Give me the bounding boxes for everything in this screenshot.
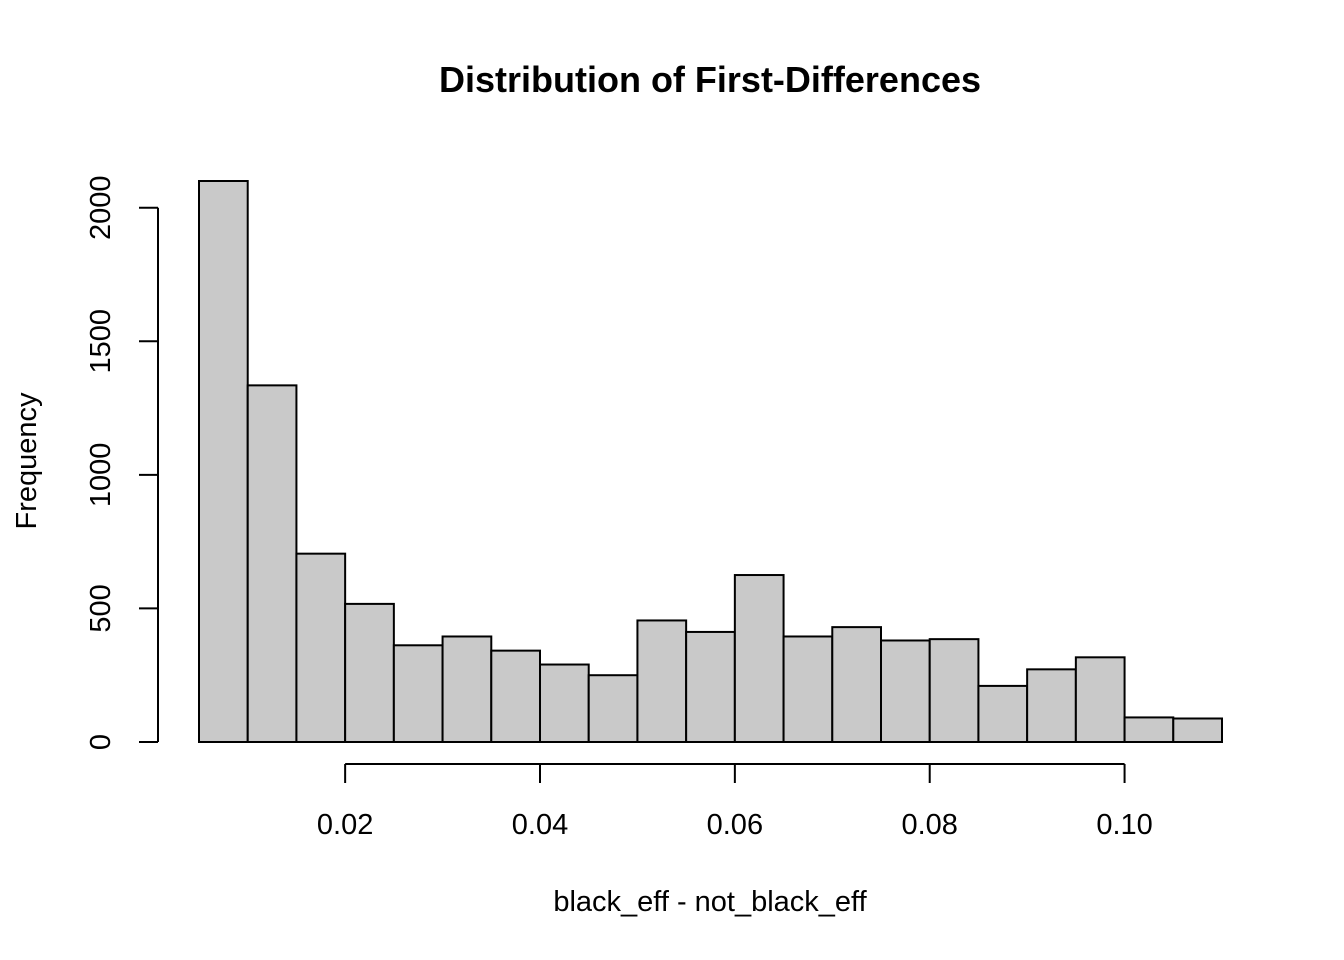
- y-tick-label: 0: [85, 734, 117, 750]
- histogram-bar: [1123, 716, 1175, 743]
- bars-group: [198, 180, 1224, 744]
- x-axis-label: black_eff - not_black_eff: [553, 886, 867, 918]
- histogram-bar: [977, 684, 1029, 744]
- histogram-bar: [636, 619, 688, 744]
- y-tick-label: 1000: [85, 443, 117, 508]
- x-tick-label: 0.04: [512, 809, 568, 841]
- histogram-bar: [928, 638, 980, 744]
- x-tick-label: 0.08: [901, 809, 957, 841]
- x-tick-label: 0.06: [707, 809, 763, 841]
- histogram-bar: [880, 639, 931, 743]
- histogram-bar: [782, 635, 834, 744]
- histogram-bar: [685, 630, 736, 743]
- histogram-bar: [831, 626, 882, 744]
- y-axis-label: Frequency: [11, 392, 43, 530]
- histogram-bar: [246, 384, 298, 743]
- x-tick-label: 0.02: [317, 809, 373, 841]
- y-tick-label: 1500: [85, 309, 117, 374]
- histogram-bar: [441, 635, 493, 744]
- histogram-bar: [587, 674, 639, 744]
- x-axis: 0.02 0.04 0.06 0.08 0.10: [317, 763, 1153, 841]
- histogram-bar: [733, 574, 785, 743]
- histogram-bar: [198, 180, 249, 743]
- histogram-bar: [1074, 656, 1126, 744]
- histogram-bar: [295, 552, 347, 744]
- histogram-bar: [490, 649, 541, 743]
- histogram-bar: [344, 602, 395, 743]
- histogram-bar: [1172, 717, 1224, 744]
- y-tick-label: 500: [85, 584, 117, 632]
- chart-title: Distribution of First-Differences: [439, 59, 981, 100]
- x-tick-label: 0.10: [1096, 809, 1152, 841]
- histogram-bar: [539, 663, 590, 743]
- y-axis: 0 500 1000 1500 2000: [85, 175, 159, 750]
- histogram-bar: [392, 644, 444, 744]
- histogram-bar: [1026, 668, 1077, 744]
- y-tick-label: 2000: [85, 175, 117, 240]
